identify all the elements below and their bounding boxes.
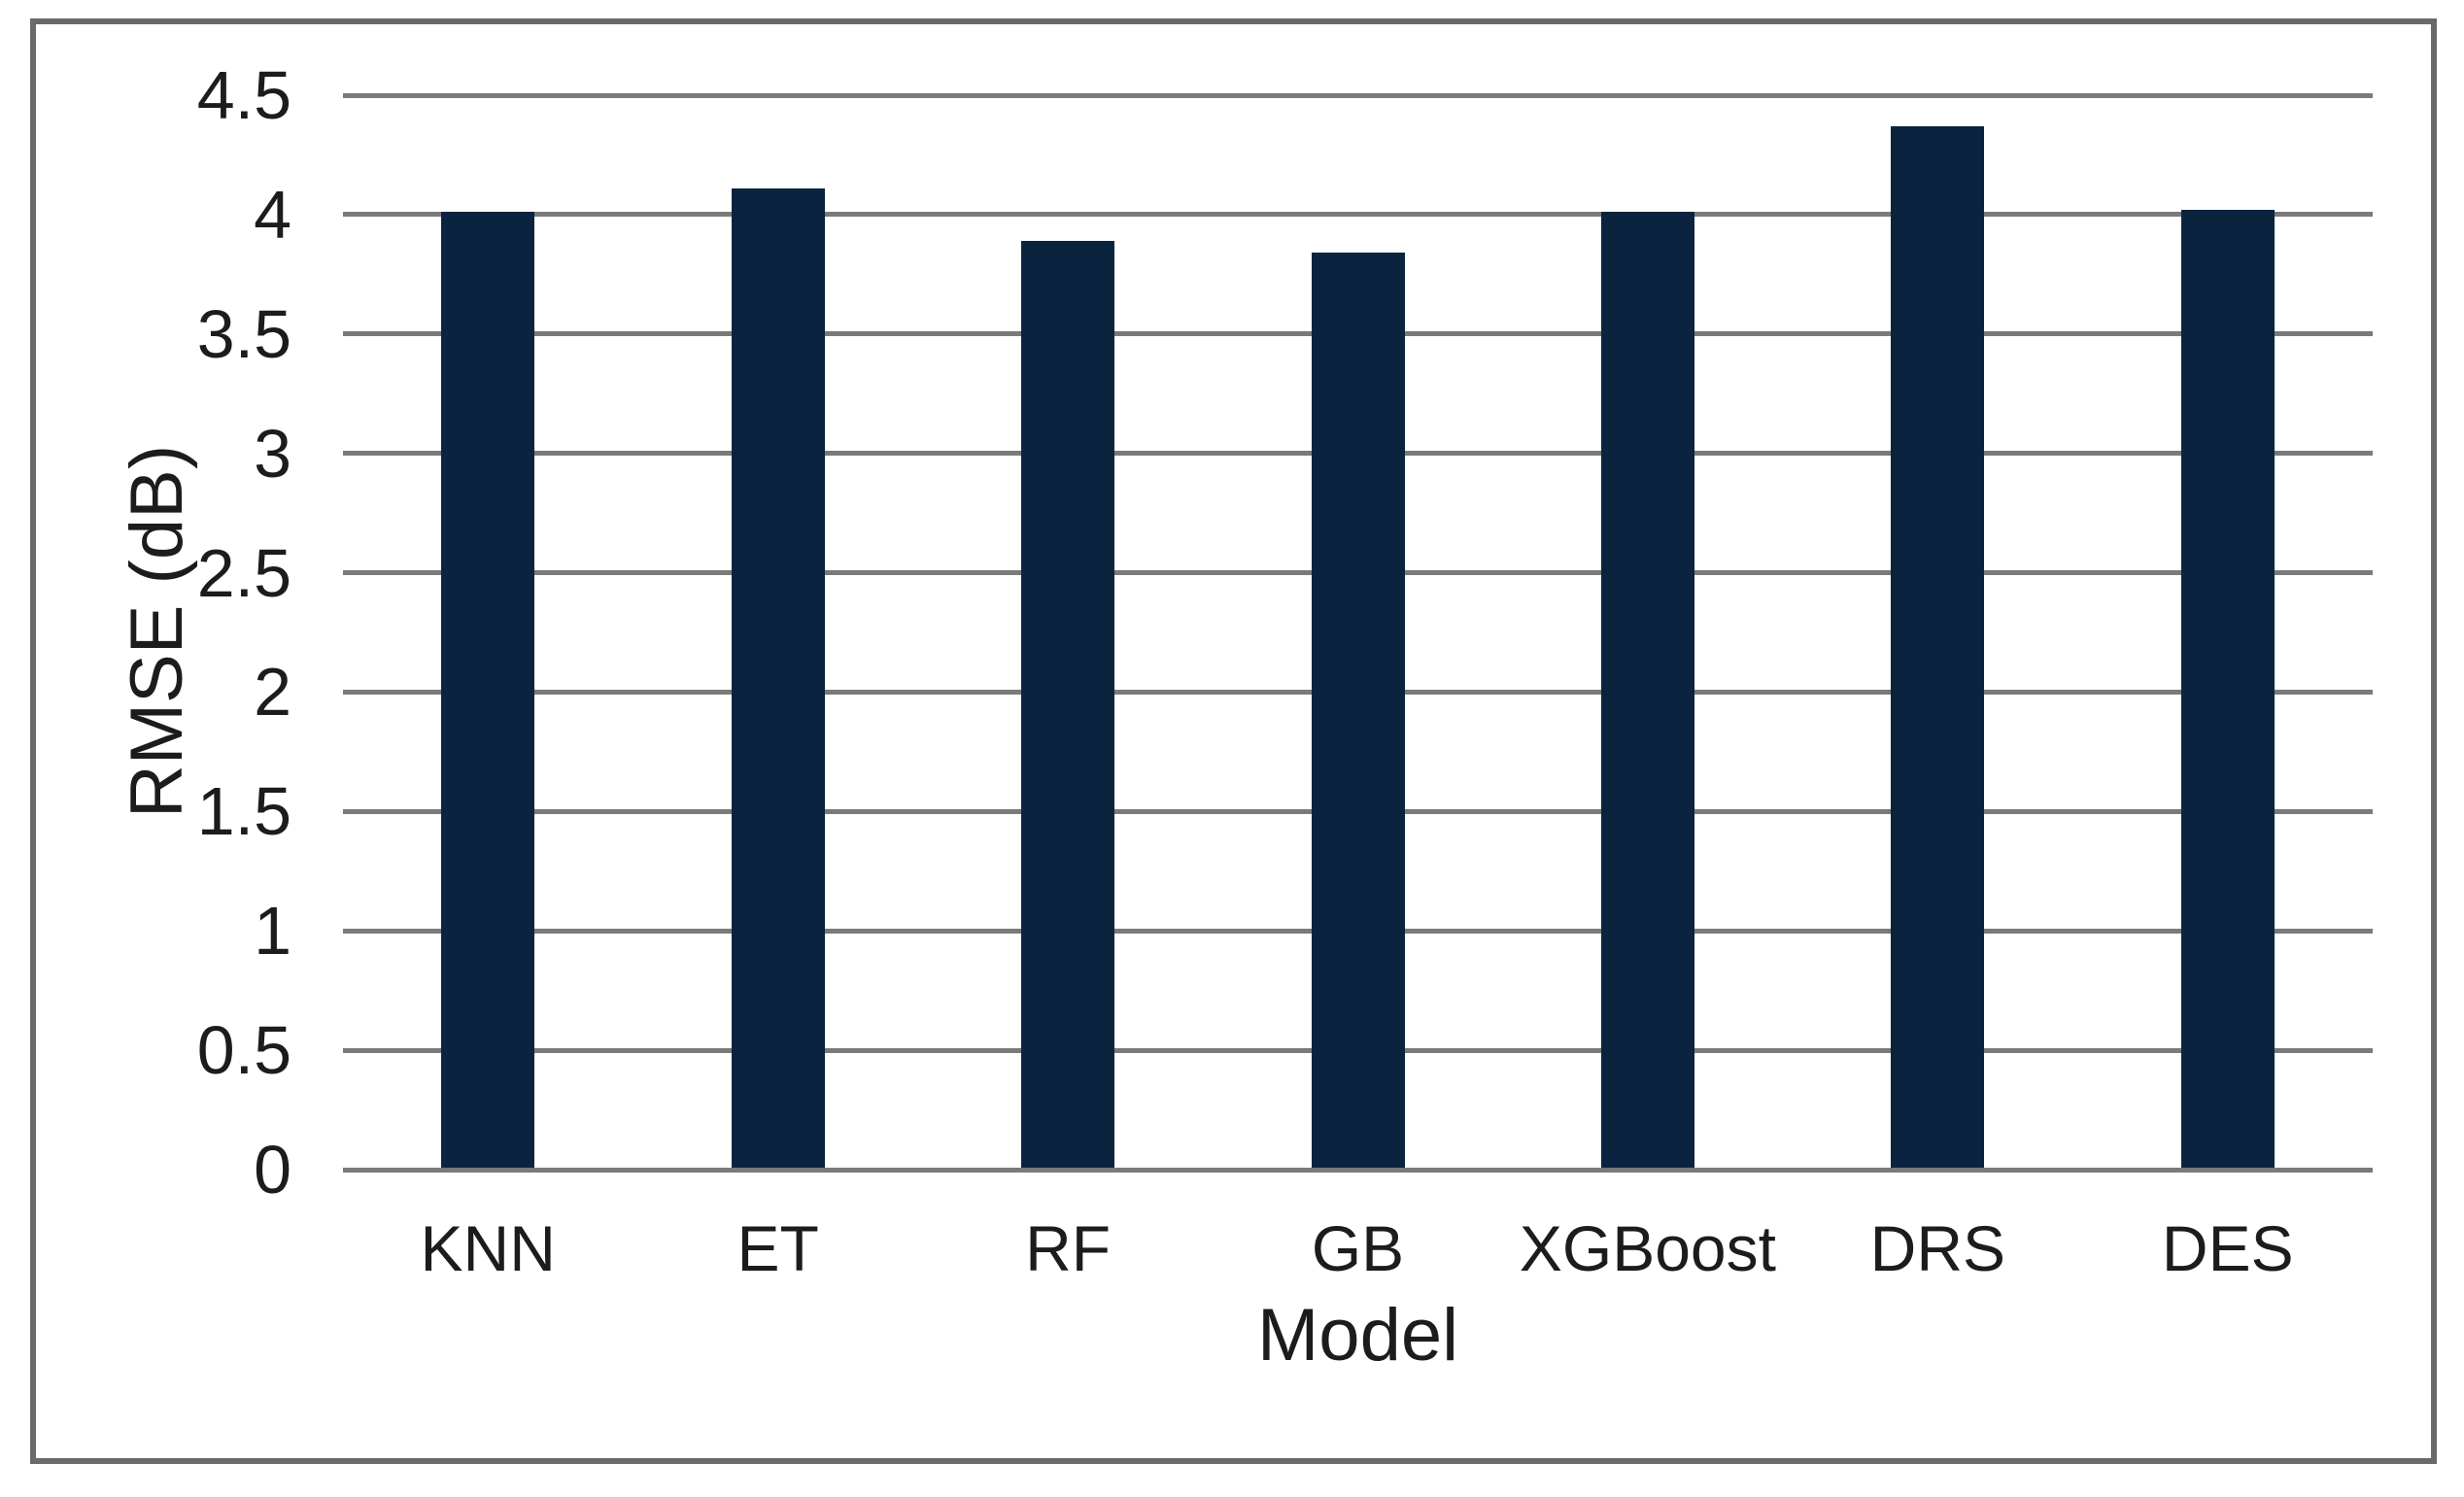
bar-des xyxy=(2180,209,2275,1170)
y-tick-label: 3 xyxy=(254,415,291,492)
plot-area xyxy=(343,92,2373,1173)
chart-border-frame xyxy=(30,18,2437,1464)
y-tick-label: 4 xyxy=(254,176,291,253)
bar-rf xyxy=(1021,240,1115,1170)
bar-knn xyxy=(441,212,535,1170)
y-axis-title: RMSE (dB) xyxy=(116,444,198,819)
y-tick-label: 2 xyxy=(254,654,291,731)
bar-et xyxy=(731,187,825,1170)
y-axis-tick-labels: 4.5 4 3.5 3 2.5 2 1.5 1 0.5 0 xyxy=(0,0,291,1497)
gridline xyxy=(343,212,2373,218)
y-tick-label: 2.5 xyxy=(196,534,291,611)
y-tick-label: 3.5 xyxy=(196,295,291,372)
y-tick-label: 0 xyxy=(254,1132,291,1208)
x-axis-baseline xyxy=(343,1167,2373,1173)
bar-xgboost xyxy=(1600,212,1694,1170)
y-tick-label: 4.5 xyxy=(196,57,291,133)
y-tick-label: 1 xyxy=(254,893,291,970)
x-axis-title: Model xyxy=(1257,1294,1458,1377)
y-tick-label: 0.5 xyxy=(196,1012,291,1089)
gridline xyxy=(343,92,2373,98)
bar-drs xyxy=(1891,125,1985,1170)
bar-gb xyxy=(1311,253,1405,1170)
y-tick-label: 1.5 xyxy=(196,773,291,850)
